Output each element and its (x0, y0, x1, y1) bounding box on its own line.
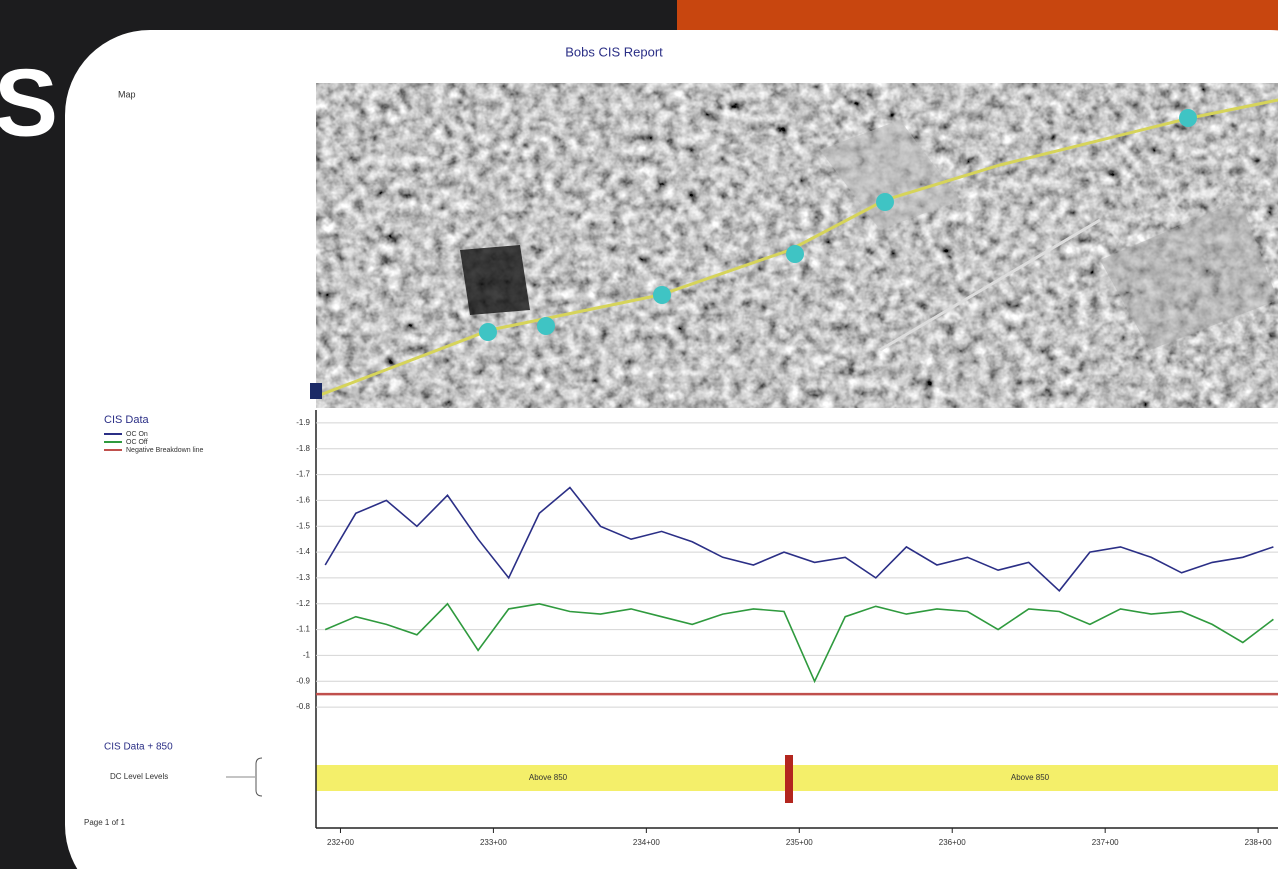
x-tick-label: 237+00 (1092, 838, 1119, 847)
page-label: Page 1 of 1 (84, 818, 125, 827)
building (460, 245, 530, 315)
x-tick-label: 235+00 (786, 838, 813, 847)
legend-title: CIS Data (104, 414, 150, 426)
slide-text: S (0, 49, 58, 156)
legend-label: OC On (126, 431, 148, 438)
map-handle (310, 383, 322, 399)
field (1100, 200, 1278, 350)
y-tick-label: -1.1 (296, 625, 310, 634)
map-label: Map (118, 89, 136, 99)
plot: -1.9 -1.8 -1.7 -1.6 -1.5 -1.4 -1.3 -1.2 -1.1 -1 -0… (296, 418, 1278, 847)
y-tick-label: -0.9 (296, 676, 310, 685)
strip-band (316, 765, 1278, 791)
legend-label: Negative Breakdown line (126, 447, 204, 454)
strip-title: CIS Data + 850 (104, 742, 173, 753)
field (820, 120, 960, 230)
x-tick-label: 234+00 (633, 838, 660, 847)
road (879, 218, 1101, 352)
y-tick-label: -1.4 (296, 547, 310, 556)
x-tick-label: 238+00 (1245, 838, 1272, 847)
bracket (255, 757, 263, 797)
strip-label: Above 850 (529, 773, 568, 782)
series-line (324, 602, 1274, 684)
strip-side-label: DC Level Levels (110, 772, 168, 781)
y-tick-label: -0.8 (296, 702, 310, 711)
strip-label: Above 850 (1011, 773, 1050, 782)
map (310, 83, 1278, 408)
y-tick-label: -1 (303, 651, 311, 660)
y-tick-label: -1.9 (296, 418, 310, 427)
x-tick-label: 233+00 (480, 838, 507, 847)
y-tick-label: -1.8 (296, 444, 310, 453)
markers (479, 109, 1197, 341)
pipeline (319, 98, 1278, 397)
x-tick-label: 236+00 (939, 838, 966, 847)
x-tick-label: 232+00 (327, 838, 354, 847)
y-tick-label: -1.2 (296, 599, 310, 608)
y-tick-label: -1.6 (296, 496, 310, 505)
legend-label: OC Off (126, 439, 148, 446)
y-tick-label: -1.3 (296, 573, 310, 582)
series-line (324, 486, 1274, 592)
y-tick-label: -1.5 (296, 521, 310, 530)
report-title: Bobs CIS Report (565, 44, 663, 59)
strip-alert (785, 755, 793, 803)
y-tick-label: -1.7 (296, 470, 310, 479)
